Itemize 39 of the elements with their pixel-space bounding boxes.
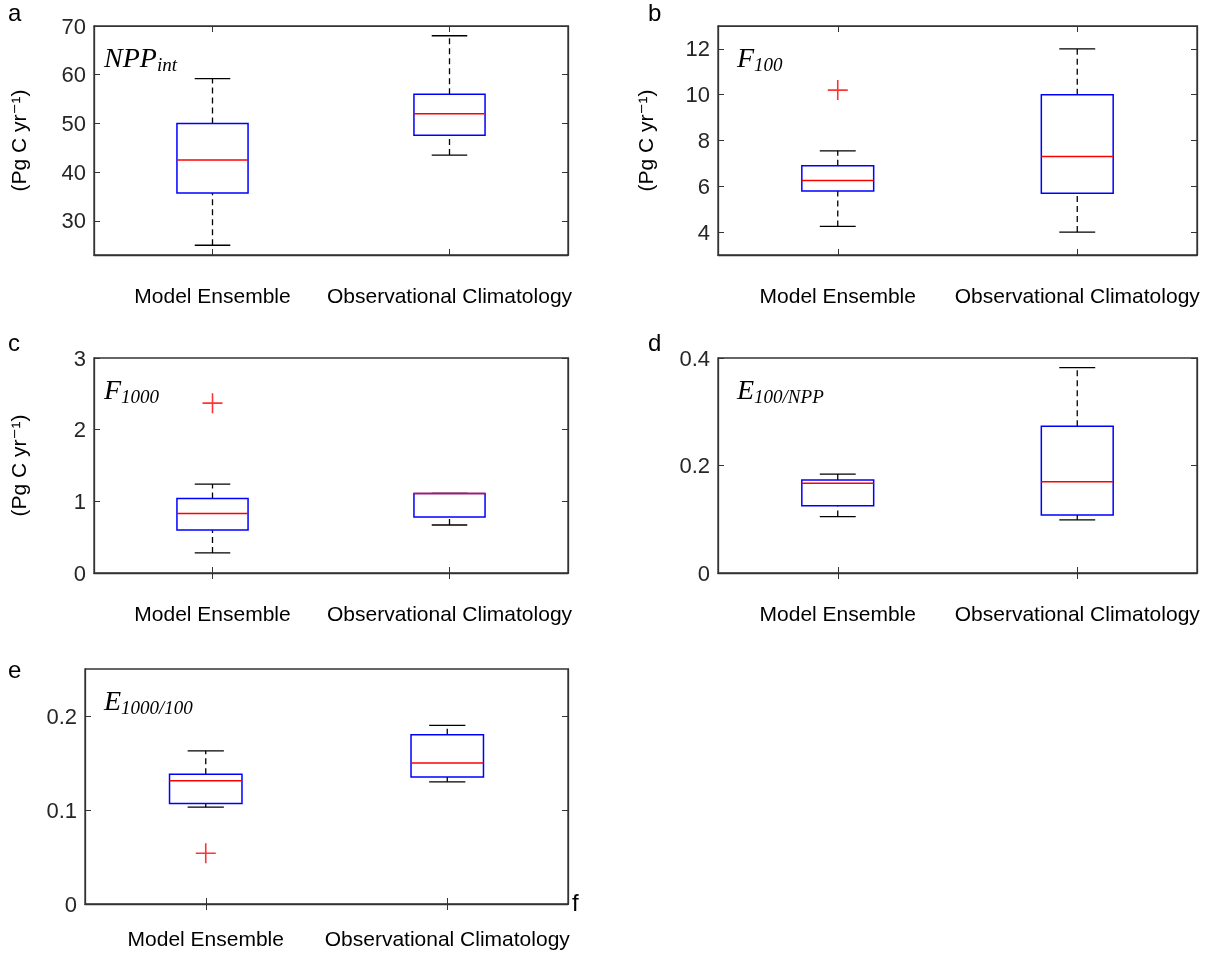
- y-tick-label: 30: [61, 208, 86, 234]
- text: d: [648, 328, 662, 356]
- y-tick-label: 0: [64, 891, 77, 917]
- y-tick-label: 0.4: [679, 345, 710, 371]
- y-tick-label: 40: [61, 159, 86, 185]
- x-tick-label: Observational Climatology: [326, 284, 573, 307]
- y-tick-label: 50: [61, 110, 86, 136]
- x-tick-label: Observational Climatology: [326, 602, 573, 625]
- x-tick-label: Observational Climatology: [324, 927, 571, 950]
- y-tick-label: 6: [697, 173, 710, 199]
- x-tick-label: Model Ensemble: [134, 602, 291, 625]
- y-axis-title: (Pg C yr⁻¹): [634, 89, 657, 192]
- x-tick-label: Model Ensemble: [134, 284, 291, 307]
- x-tick-label: Model Ensemble: [759, 602, 916, 625]
- y-tick-label: 0: [697, 560, 710, 586]
- y-tick-label: 0.1: [46, 797, 77, 823]
- y-tick-label: 10: [685, 82, 710, 108]
- text: b: [648, 0, 662, 26]
- x-tick-label: Observational Climatology: [954, 602, 1201, 625]
- y-axis-title: (Pg C yr⁻¹): [7, 414, 30, 517]
- y-tick-label: 0.2: [679, 453, 710, 478]
- text: f: [572, 888, 579, 916]
- y-tick-label: 0.2: [46, 703, 77, 729]
- text: e: [8, 655, 22, 683]
- y-tick-label: 1: [73, 488, 86, 514]
- y-tick-label: 4: [697, 219, 710, 245]
- y-tick-label: 8: [697, 128, 710, 153]
- y-tick-label: 3: [73, 345, 86, 371]
- x-tick-label: Model Ensemble: [127, 927, 284, 950]
- text: a: [8, 0, 22, 26]
- y-tick-label: 2: [73, 417, 86, 443]
- y-tick-label: 60: [61, 62, 86, 88]
- y-tick-label: 70: [61, 13, 86, 39]
- y-axis-title: (Pg C yr⁻¹): [7, 89, 30, 192]
- y-tick-label: 12: [685, 36, 710, 62]
- x-tick-label: Model Ensemble: [759, 284, 916, 307]
- text: c: [8, 328, 20, 356]
- y-tick-label: 0: [73, 560, 86, 586]
- x-tick-label: Observational Climatology: [954, 284, 1201, 307]
